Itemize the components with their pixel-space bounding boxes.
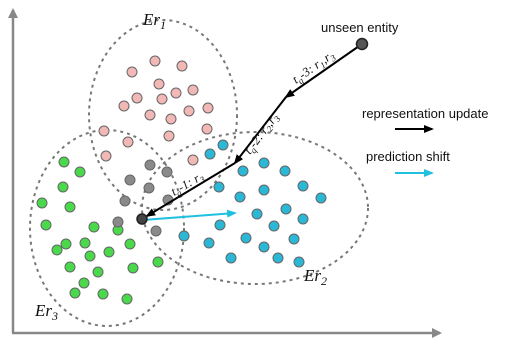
unseen-entity-point: [355, 37, 369, 51]
cluster-er3-point: [57, 181, 69, 193]
path-label-step1: tq-3: r1,r3: [290, 47, 339, 88]
cluster-er2-point: [288, 233, 300, 245]
overlap-point: [144, 159, 156, 171]
cluster-er2-point: [268, 220, 280, 232]
cluster-er2-point: [258, 241, 270, 253]
cluster-er1-point: [201, 123, 213, 135]
cluster-er2-point: [204, 148, 216, 160]
cluster-er3-point: [58, 156, 70, 168]
cluster-er3-point: [79, 237, 91, 249]
update-arrow-2: [233, 96, 287, 165]
cluster-er2-point: [225, 252, 237, 264]
prediction-shift-arrow: [142, 209, 237, 221]
cluster-er1-point: [176, 60, 188, 72]
cluster-er1-point: [122, 136, 134, 148]
overlap-points: [112, 159, 174, 237]
cluster-er3-point: [74, 166, 86, 178]
cluster-er1-point: [202, 102, 214, 114]
overlap-point: [161, 166, 173, 178]
cluster-er1-point: [153, 78, 165, 90]
cluster-er1-point: [149, 55, 161, 67]
cluster-er2-boundary: [141, 131, 369, 285]
update-arrow-1: [284, 43, 363, 99]
cluster-er1-points: [98, 55, 214, 166]
cluster-er3-point: [64, 261, 76, 273]
cluster-er3-point: [40, 219, 52, 231]
cluster-er2-point: [258, 157, 270, 169]
cluster-er2-point: [258, 184, 270, 196]
cluster-er3-point: [78, 277, 90, 289]
cluster-er3-point: [152, 256, 164, 268]
cluster-er3-label: Er3: [34, 301, 58, 323]
cluster-er1-label: Er1: [142, 10, 166, 32]
current-entity-point: [136, 213, 148, 225]
cluster-er3-point: [84, 250, 96, 262]
cluster-er1-point: [156, 93, 168, 105]
cluster-er2-point: [237, 165, 249, 177]
cluster-er2-point: [234, 191, 246, 203]
cluster-er2-label: Er2: [303, 266, 327, 288]
overlap-point: [150, 225, 162, 237]
cluster-er1-point: [131, 92, 143, 104]
cluster-er2-point: [280, 203, 292, 215]
cluster-er3-point: [36, 197, 48, 209]
legend-update-label: representation update: [362, 106, 488, 121]
cluster-er3-point: [69, 287, 81, 299]
cluster-er1-point: [163, 130, 175, 142]
cluster-er2-point: [203, 237, 215, 249]
cluster-er2-point: [293, 256, 305, 268]
cluster-er3-point: [88, 221, 100, 233]
cluster-er3-point: [124, 238, 136, 250]
overlap-point: [112, 216, 124, 228]
overlap-point: [119, 195, 131, 207]
cluster-er1-point: [165, 113, 177, 125]
cluster-er3-points: [36, 156, 164, 305]
overlap-point: [143, 182, 155, 194]
legend-shift-label: prediction shift: [366, 149, 450, 164]
cluster-er1-point: [144, 109, 156, 121]
legend: representation update prediction shift: [362, 106, 488, 177]
cluster-er1-point: [100, 150, 112, 162]
cluster-er3-point: [127, 262, 139, 274]
cluster-er3-point: [64, 201, 76, 213]
cluster-er3-point: [97, 288, 109, 300]
cluster-er1-point: [183, 105, 195, 117]
cluster-er2-point: [297, 180, 309, 192]
cluster-er3-point: [121, 293, 133, 305]
cluster-er3-point: [51, 244, 63, 256]
cluster-er2-point: [240, 232, 252, 244]
cluster-er1-point: [187, 154, 199, 166]
cluster-er1-point: [118, 100, 130, 112]
cluster-er3-point: [103, 246, 115, 258]
update-arrow-3: [145, 162, 236, 218]
cluster-er2-point: [251, 208, 263, 220]
cluster-er1-boundary: [88, 19, 238, 211]
cluster-er2-point: [214, 219, 226, 231]
path-label-step2: tq-2: r2,r3: [241, 110, 283, 158]
unseen-entity-label: unseen entity: [321, 20, 399, 35]
cluster-er1-point: [98, 125, 110, 137]
cluster-er2-point: [315, 192, 327, 204]
cluster-er2-point: [279, 165, 291, 177]
cluster-er3-point: [60, 238, 72, 250]
cluster-er2-point: [272, 252, 284, 264]
cluster-er2-point: [217, 139, 229, 151]
cluster-er1-point: [126, 66, 138, 78]
cluster-er3-point: [92, 266, 104, 278]
cluster-er2-points: [178, 139, 327, 268]
cluster-er2-point: [178, 230, 190, 242]
overlap-point: [124, 174, 136, 186]
cluster-er2-point: [297, 213, 309, 225]
cluster-er1-point: [187, 84, 199, 96]
cluster-er2-point: [213, 181, 225, 193]
cluster-er1-point: [170, 87, 182, 99]
